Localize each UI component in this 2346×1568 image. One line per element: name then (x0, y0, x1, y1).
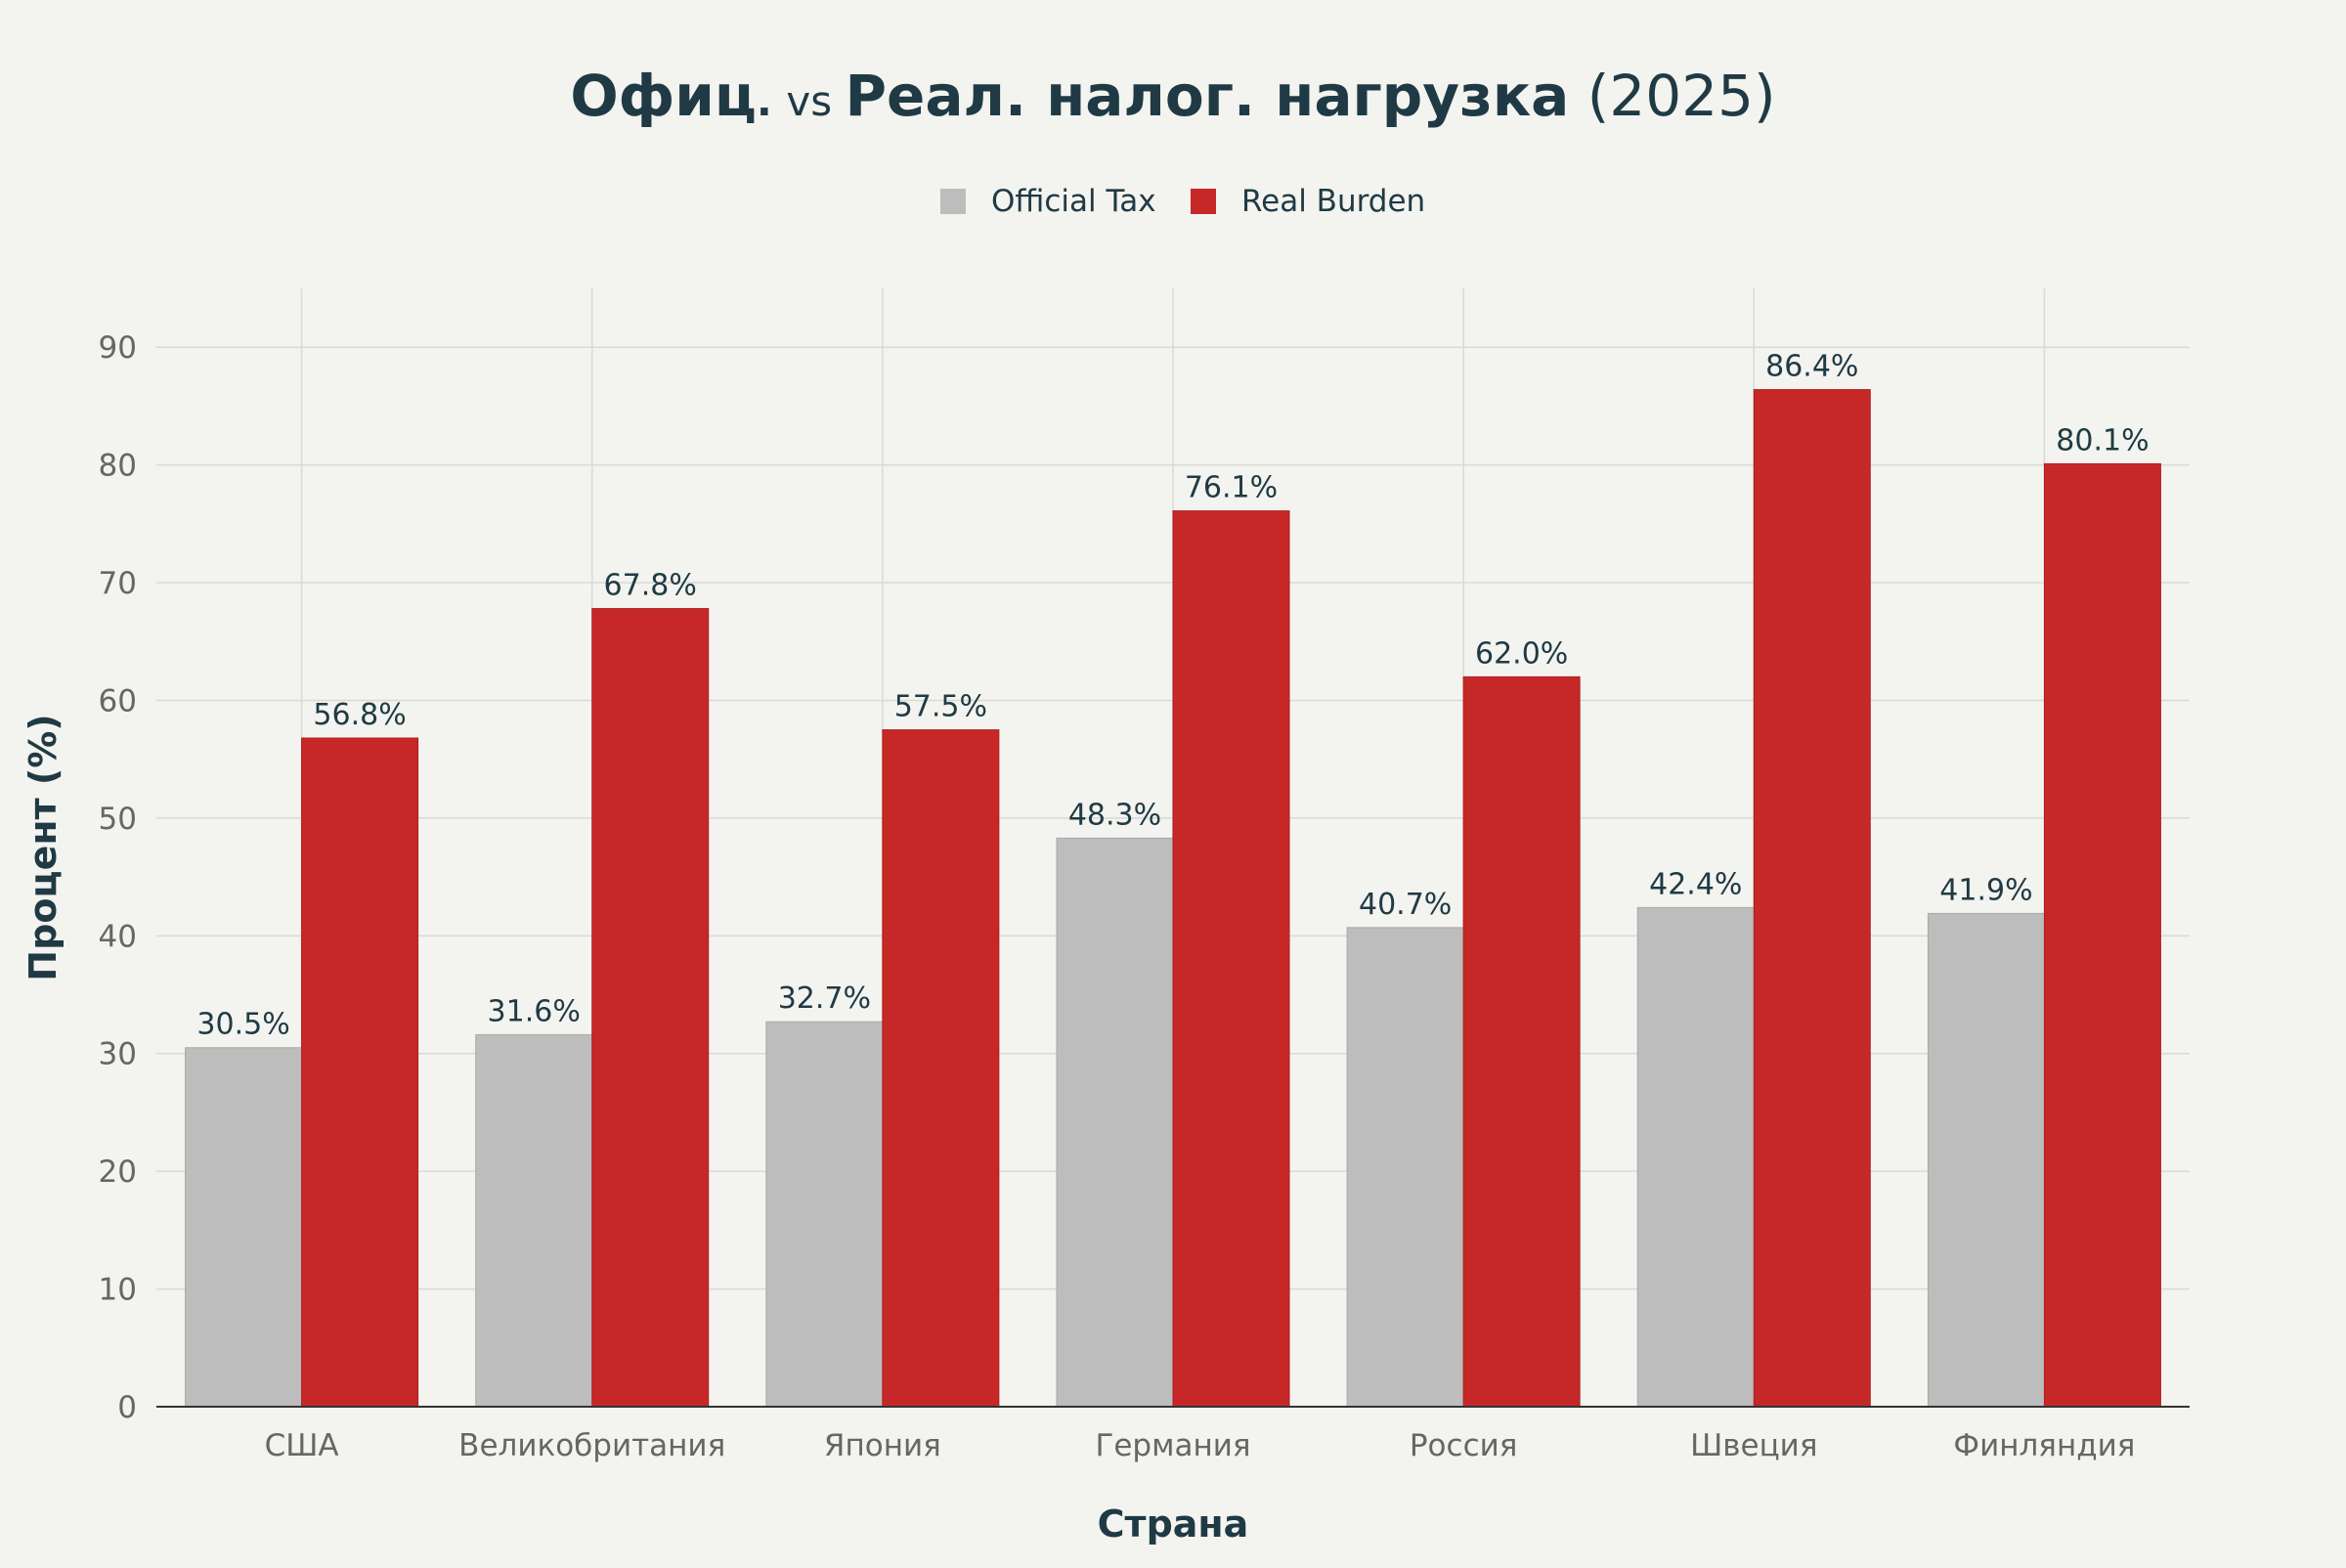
bar-real-burden (301, 737, 419, 1408)
data-label: 41.9% (1939, 873, 2032, 907)
y-tick-label: 0 (117, 1390, 137, 1425)
data-label: 48.3% (1068, 798, 1161, 832)
x-tick-label: Великобритания (458, 1428, 725, 1463)
data-label: 30.5% (196, 1008, 289, 1042)
bar-real-burden (1172, 510, 1290, 1408)
y-tick-label: 10 (99, 1273, 137, 1308)
bar-real-burden (2043, 462, 2161, 1408)
chart-title-part: Реал. налог. нагрузка (846, 63, 1570, 129)
bar-official-tax (475, 1033, 593, 1408)
data-label: 40.7% (1359, 888, 1452, 922)
data-label: 86.4% (1765, 350, 1858, 384)
x-tick-label: США (265, 1428, 339, 1463)
chart-title-part: vs (786, 77, 845, 125)
legend-label: Real Burden (1241, 184, 1425, 219)
y-tick-label: 90 (99, 330, 137, 366)
data-label: 62.0% (1475, 636, 1568, 671)
chart-title-part: Офиц (570, 63, 756, 129)
legend-label: Official Tax (991, 184, 1156, 219)
bar-official-tax (1927, 912, 2045, 1408)
y-tick-label: 80 (99, 449, 137, 484)
y-tick-label: 50 (99, 802, 137, 837)
legend-swatch (940, 189, 966, 214)
bar-real-burden (591, 608, 710, 1408)
chart-title-group: Офиц. vs Реал. налог. нагрузка (2025) (570, 63, 1775, 129)
data-labels: 30.5% 56.8% 31.6% 67.8% 32.7% 57.5% 48.3% 76.1%… (196, 350, 2149, 1042)
data-label: 76.1% (1185, 471, 1278, 505)
data-label: 80.1% (2056, 423, 2149, 457)
data-label: 31.6% (488, 994, 581, 1028)
y-tick-label: 40 (99, 919, 137, 954)
x-tick-label: Германия (1095, 1428, 1250, 1463)
data-label: 42.4% (1649, 867, 1742, 901)
bar-official-tax (1056, 837, 1174, 1408)
y-tick-label: 60 (99, 683, 137, 719)
data-label: 67.8% (604, 569, 697, 603)
x-tick-label: Россия (1410, 1428, 1518, 1463)
legend: Official Tax Real Burden (940, 184, 1425, 219)
bar-real-burden (1462, 675, 1581, 1408)
y-axis-title: Процент (%) (22, 714, 65, 980)
x-tick-label: Япония (824, 1428, 941, 1463)
bar-real-burden (1753, 389, 1871, 1408)
y-tick-label: 70 (99, 566, 137, 601)
data-label: 32.7% (778, 981, 871, 1016)
data-label: 56.8% (313, 698, 406, 732)
y-tick-label: 30 (99, 1037, 137, 1072)
bar-official-tax (765, 1021, 884, 1408)
bars (185, 389, 2161, 1408)
bar-official-tax (1346, 927, 1464, 1408)
bar-real-burden (882, 729, 1000, 1408)
data-label: 57.5% (894, 690, 987, 724)
chart-title-part: (2025) (1569, 63, 1775, 129)
x-tick-label: Финляндия (1953, 1428, 2135, 1463)
chart-title-part: . (757, 77, 787, 125)
x-axis-title: Страна (1098, 1503, 1249, 1546)
x-tick-label: Швеция (1690, 1428, 1817, 1463)
bar-official-tax (185, 1047, 303, 1408)
bar-official-tax (1636, 906, 1755, 1408)
legend-swatch (1191, 189, 1216, 214)
axes: 0 10 20 30 40 50 60 70 80 90 США Великобритания Япон… (22, 330, 2190, 1546)
chart-title: Офиц. vs Реал. налог. нагрузка (2025) (570, 63, 1775, 129)
y-tick-label: 20 (99, 1154, 137, 1190)
